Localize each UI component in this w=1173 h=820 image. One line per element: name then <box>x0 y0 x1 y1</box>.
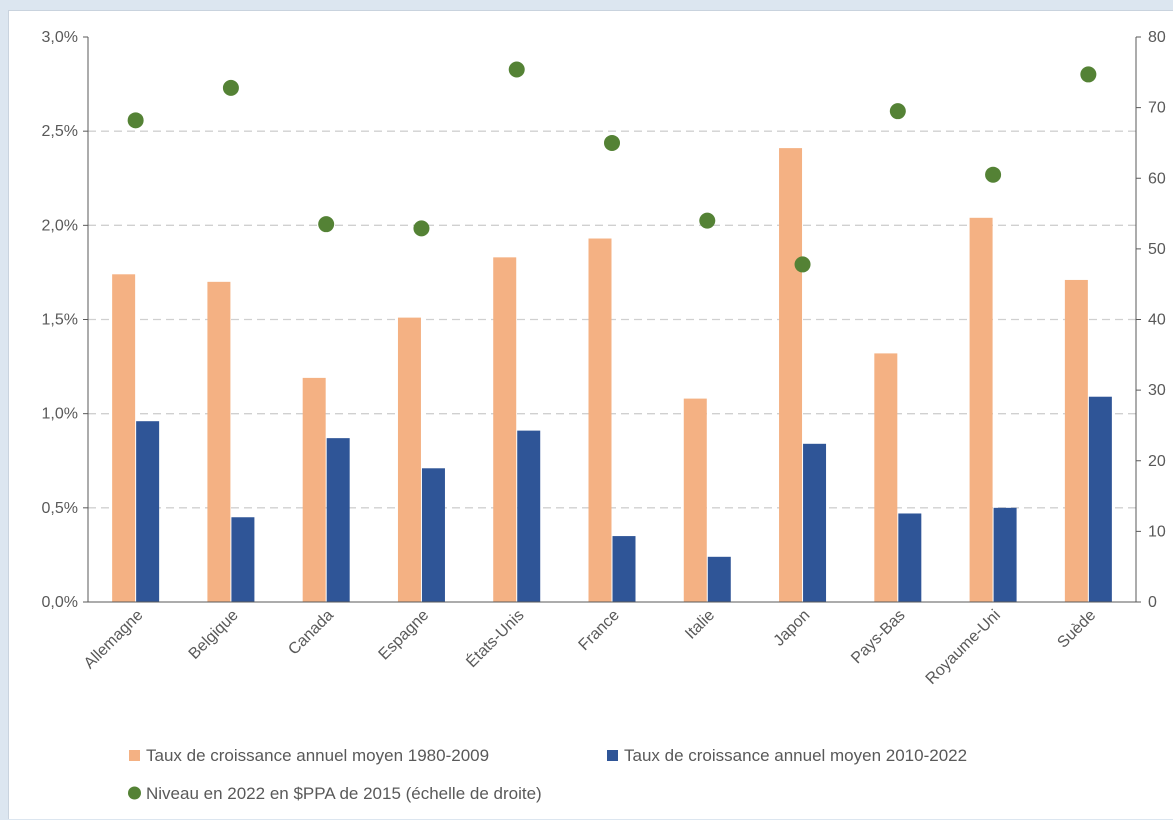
bar-series-2-10 <box>1088 396 1112 602</box>
point-10 <box>1080 66 1097 83</box>
bar-series-1-3 <box>397 317 421 602</box>
gridlines <box>88 130 1136 509</box>
bar-series-1-8 <box>874 353 898 602</box>
category-labels: Allemagne Belgique Canada Espagne États-Unis… <box>81 605 1099 688</box>
point-1 <box>222 79 239 96</box>
right-tick-label-1: 10 <box>1148 523 1166 540</box>
category-label-4: États-Unis <box>462 605 528 671</box>
point-5 <box>604 134 620 151</box>
legend-item-series-1: Taux de croissance annuel moyen 1980-200… <box>129 746 489 765</box>
left-tick-label-3: 1,5% <box>42 312 78 329</box>
category-label-8: Pays-Bas <box>848 607 908 667</box>
left-tick-label-4: 2,0% <box>42 217 78 234</box>
legend: Taux de croissance annuel moyen 1980-200… <box>128 746 967 803</box>
bar-series-2-7 <box>803 443 827 602</box>
category-label-2: Canada <box>285 607 337 659</box>
bar-series-2-6 <box>707 556 731 602</box>
left-tick-label-1: 0,5% <box>42 500 78 517</box>
left-axis-tick-labels: 0,0% 0,5% 1,0% 1,5% 2,0% 2,5% 3,0% <box>42 29 78 611</box>
left-tick-label-2: 1,0% <box>42 406 78 423</box>
bar-series-1-5 <box>588 238 612 602</box>
point-7 <box>794 256 811 273</box>
right-tick-label-7: 70 <box>1148 100 1166 117</box>
category-label-10: Suède <box>1054 607 1099 652</box>
category-label-7: Japon <box>771 607 814 650</box>
right-tick-label-8: 80 <box>1148 29 1166 46</box>
legend-label-series-1: Taux de croissance annuel moyen 1980-200… <box>146 746 489 765</box>
right-tick-label-5: 50 <box>1148 241 1166 258</box>
category-label-6: Italie <box>682 607 718 643</box>
right-tick-label-2: 20 <box>1148 453 1166 470</box>
bar-series-1-9 <box>969 217 993 603</box>
legend-item-series-2: Taux de croissance annuel moyen 2010-202… <box>607 746 967 765</box>
bar-series-2-8 <box>898 513 922 602</box>
bar-series-2-4 <box>517 430 541 602</box>
right-tick-label-0: 0 <box>1148 594 1157 611</box>
category-label-1: Belgique <box>186 607 242 663</box>
bar-series-1-7 <box>779 148 803 602</box>
axes <box>83 36 1141 603</box>
category-label-5: France <box>576 607 623 654</box>
bar-series-1-4 <box>493 257 517 602</box>
bar-series-1-1 <box>207 281 231 602</box>
point-9 <box>985 166 1002 183</box>
point-0 <box>127 112 144 129</box>
left-tick-label-6: 3,0% <box>42 29 78 46</box>
left-tick-label-0: 0,0% <box>42 594 78 611</box>
bar-series-1-0 <box>112 274 136 602</box>
legend-label-series-2: Taux de croissance annuel moyen 2010-202… <box>624 746 967 765</box>
category-label-0: Allemagne <box>81 607 147 673</box>
point-8 <box>889 103 906 120</box>
bar-series-1-2 <box>302 377 326 602</box>
chart-frame: 0,0% 0,5% 1,0% 1,5% 2,0% 2,5% 3,0% 0 10 20 30 40 50… <box>8 10 1173 819</box>
chart-svg: 0,0% 0,5% 1,0% 1,5% 2,0% 2,5% 3,0% 0 10 20 30 40 50… <box>42 29 1166 803</box>
bar-series-1-10 <box>1064 279 1088 602</box>
bar-series-2-5 <box>612 536 636 602</box>
right-axis-tick-labels: 0 10 20 30 40 50 60 70 80 <box>1148 29 1166 611</box>
scatter-points <box>127 61 1097 273</box>
right-tick-label-4: 40 <box>1148 312 1166 329</box>
bars <box>112 148 1112 603</box>
legend-label-series-3: Niveau en 2022 en $PPA de 2015 (échelle … <box>146 784 542 803</box>
right-tick-label-3: 30 <box>1148 382 1166 399</box>
point-6 <box>699 212 716 229</box>
category-label-9: Royaume-Uni <box>923 607 1004 688</box>
legend-item-series-3: Niveau en 2022 en $PPA de 2015 (échelle … <box>128 784 542 803</box>
bar-series-2-2 <box>326 438 350 602</box>
legend-swatch-series-3 <box>128 786 141 800</box>
legend-swatch-series-1 <box>129 750 140 761</box>
point-3 <box>413 220 430 237</box>
bar-series-2-9 <box>993 507 1017 602</box>
left-tick-label-5: 2,5% <box>42 123 78 140</box>
bar-series-2-1 <box>231 517 255 602</box>
category-label-3: Espagne <box>376 607 433 664</box>
point-2 <box>318 216 335 233</box>
bar-series-2-3 <box>421 468 445 602</box>
point-4 <box>508 61 525 78</box>
legend-swatch-series-2 <box>607 750 618 761</box>
bar-series-2-0 <box>136 421 160 602</box>
right-tick-label-6: 60 <box>1148 170 1166 187</box>
bar-series-1-6 <box>683 398 707 602</box>
